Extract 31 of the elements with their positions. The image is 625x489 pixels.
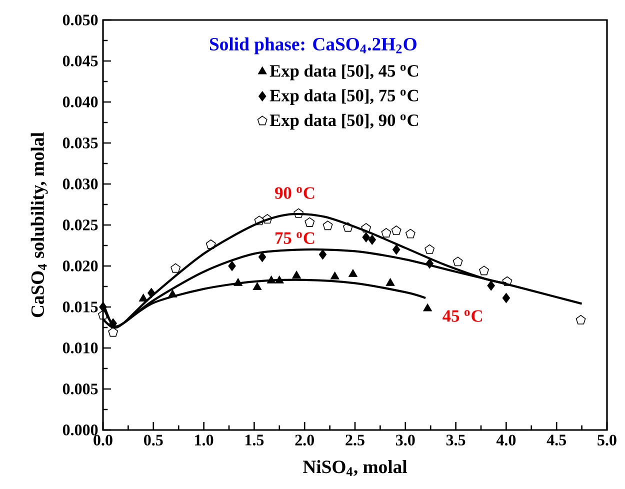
y-tick-label: 0.030: [62, 178, 98, 190]
x-tick-label: 4.0: [496, 434, 516, 446]
x-tick-label: 4.5: [546, 434, 566, 446]
annotation: Solid phase: CaSO$_{4}$.2H$_{2}$O: [210, 37, 416, 54]
annotation: 90 $^{o}$C: [275, 187, 314, 199]
y-tick-label: 0.045: [62, 56, 98, 66]
legend-label: Exp data [50], 45 $^{o}$C: [270, 64, 418, 80]
x-tick-label: 1.0: [195, 434, 214, 446]
legend-label: Exp data [50], 90 $^{o}$C: [270, 114, 418, 130]
annotation: 45 $^{o}$C: [442, 310, 482, 322]
x-tick-label: 1.5: [245, 434, 264, 446]
x-tick-label: 2.5: [346, 434, 364, 446]
y-axis-title: CaSO$_{4}$ solubility, molal: [30, 132, 48, 318]
x-tick-label: 0.0: [94, 434, 112, 446]
y-tick-label: 0.010: [62, 342, 98, 354]
legend-label: Exp data [50], 75 $^{o}$C: [270, 89, 418, 105]
y-tick-label: 0.005: [62, 384, 98, 394]
y-tick-label: 0.000: [62, 424, 98, 436]
y-tick-label: 0.020: [62, 260, 98, 272]
annotation: 75 $^{o}$C: [276, 232, 314, 244]
x-tick-label: 3.5: [446, 434, 466, 446]
x-tick-label: 2.0: [295, 434, 314, 446]
y-tick-label: 0.015: [62, 302, 98, 312]
y-tick-label: 0.035: [62, 138, 98, 148]
x-tick-label: 5.0: [598, 434, 616, 446]
y-tick-label: 0.040: [62, 96, 98, 108]
y-tick-label: 0.025: [62, 220, 98, 230]
x-axis-title: NiSO$_{4}$, molal: [303, 460, 408, 476]
x-tick-label: 3.0: [396, 434, 415, 446]
x-tick-label: 0.5: [144, 434, 163, 446]
y-tick-label: 0.050: [62, 14, 98, 26]
